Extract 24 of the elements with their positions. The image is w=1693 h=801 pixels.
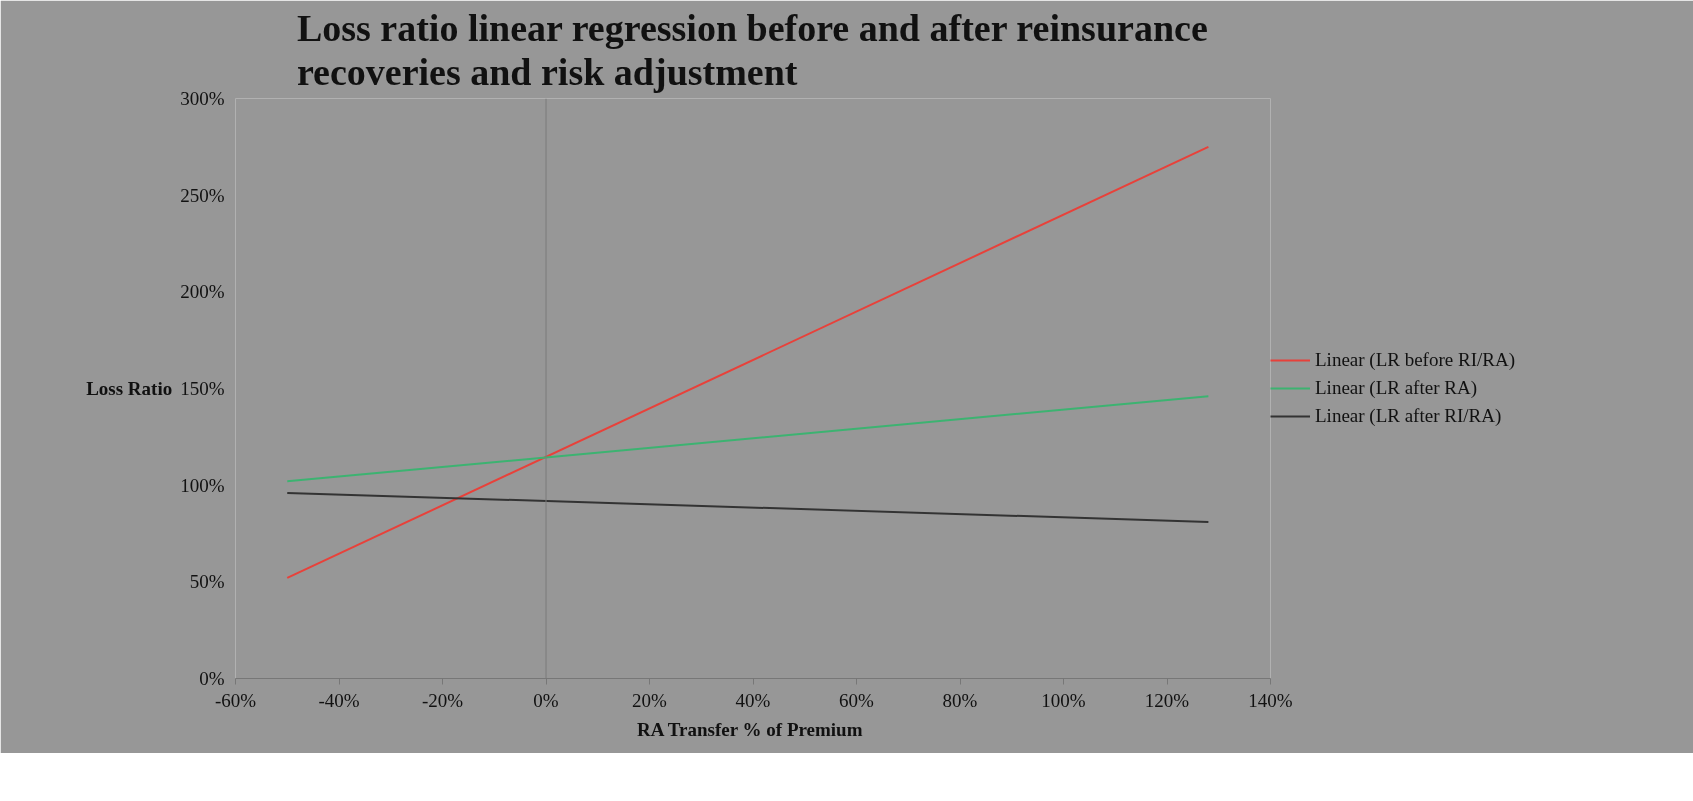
chart-title: Loss ratio linear regression before and after reinsurance recoveries and risk adjustment xyxy=(296,7,1208,94)
x-tick-label: 20% xyxy=(632,689,668,711)
x-tick-label: 80% xyxy=(942,689,978,711)
legend-label: Linear (LR after RA) xyxy=(1315,377,1477,399)
x-tick-label: 100% xyxy=(1041,689,1086,711)
x-tick-label: 140% xyxy=(1248,689,1293,711)
x-tick-label: -40% xyxy=(318,689,360,711)
x-tick-label: 40% xyxy=(735,689,771,711)
x-tick-label: 60% xyxy=(839,689,875,711)
y-tick-label: 0% xyxy=(199,668,225,689)
y-tick-label: 200% xyxy=(180,281,225,303)
x-tick-label: 0% xyxy=(533,689,559,711)
y-tick-label: 50% xyxy=(189,571,225,593)
x-tick-label: 120% xyxy=(1144,689,1190,711)
legend-label: Linear (LR before RI/RA) xyxy=(1315,349,1515,371)
x-tick-label: -20% xyxy=(421,689,464,711)
y-tick-label: 150% xyxy=(180,378,225,399)
y-tick-label: 250% xyxy=(180,184,225,206)
x-axis-title: RA Transfer % of Premium xyxy=(637,718,863,740)
y-tick-label: 300% xyxy=(180,88,225,109)
legend-label: Linear (LR after RI/RA) xyxy=(1315,405,1502,427)
x-tick-label: -60% xyxy=(214,689,257,711)
y-axis-title: Loss Ratio xyxy=(86,378,173,399)
y-tick-label: 100% xyxy=(180,474,225,496)
